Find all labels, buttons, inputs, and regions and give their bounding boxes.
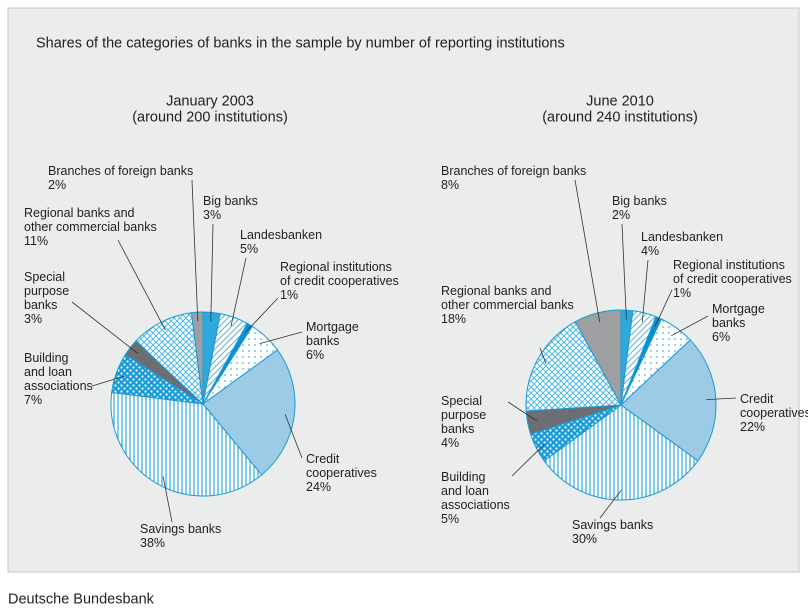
leader-line (507, 401, 538, 422)
chart-subtitle: (around 200 institutions) (132, 110, 288, 126)
leader-line (641, 259, 649, 323)
value-label: 6% (712, 330, 730, 344)
value-label: 38% (140, 536, 165, 550)
leader-line (654, 289, 673, 327)
value-label: 11% (24, 234, 48, 248)
leader-line (71, 301, 138, 354)
slice-label: Big banks (612, 194, 667, 208)
leader-line (511, 443, 546, 477)
source: Deutsche Bundesbank (8, 592, 155, 608)
page-title: Shares of the categories of banks in the… (36, 36, 565, 52)
value-label: 3% (203, 208, 221, 222)
chart-title: June 2010 (586, 94, 654, 110)
slice-label: Savings banks (572, 518, 653, 532)
value-label: 7% (24, 393, 42, 407)
value-label: 30% (572, 532, 597, 546)
chart-subtitle: (around 240 institutions) (542, 110, 698, 126)
pie-slice (543, 404, 699, 501)
chart-title: January 2003 (166, 94, 254, 110)
leader-line (162, 476, 173, 523)
leader-line (539, 347, 547, 364)
slice-label: Branches of foreign banks (441, 164, 586, 178)
leader-line (599, 490, 622, 519)
slice-label: Regional institutions of credit cooperati… (673, 258, 792, 286)
slice-label: Savings banks (140, 522, 221, 536)
leader-line (621, 223, 627, 320)
leader-line (117, 239, 166, 331)
slice-label: Landesbanken (641, 230, 723, 244)
value-label: 5% (240, 242, 258, 256)
value-label: 5% (441, 512, 459, 526)
slice-label: Special purpose banks (24, 270, 69, 312)
pie-slice (525, 321, 622, 412)
value-label: 2% (48, 178, 66, 192)
slice-label: Credit cooperatives (306, 452, 377, 480)
value-label: 4% (641, 244, 659, 258)
leader-line (284, 414, 303, 459)
value-label: 4% (441, 436, 459, 450)
slice-label: Building and loan associations (441, 470, 510, 512)
value-label: 22% (740, 420, 765, 434)
leader-line (191, 179, 199, 322)
slice-label: Special purpose banks (441, 394, 486, 436)
leader-line (230, 257, 247, 327)
leader-line (706, 397, 737, 401)
slice-label: Regional institutions of credit cooperati… (280, 260, 399, 288)
slice-label: Branches of foreign banks (48, 164, 193, 178)
slice-label: Regional banks and other commercial banks (441, 284, 574, 312)
value-label: 1% (280, 288, 298, 302)
leader-line (671, 315, 709, 337)
leader-line (574, 179, 601, 323)
pie-slice (110, 391, 263, 497)
slice-label: Building and loan associations (24, 351, 93, 393)
value-label: 24% (306, 480, 331, 494)
value-label: 1% (673, 286, 691, 300)
slice-label: Landesbanken (240, 228, 322, 242)
slice-label: Credit cooperatives (740, 392, 808, 420)
leader-line (259, 331, 303, 345)
pie-slice (574, 309, 622, 406)
leader-line (91, 375, 126, 387)
slice-label: Big banks (203, 194, 258, 208)
value-label: 3% (24, 312, 42, 326)
value-label: 18% (441, 312, 466, 326)
value-label: 8% (441, 178, 459, 192)
slice-label: Mortgage banks (306, 320, 359, 348)
pie-slice (202, 349, 296, 476)
slice-label: Mortgage banks (712, 302, 765, 330)
slice-label: Regional banks and other commercial banks (24, 206, 157, 234)
value-label: 2% (612, 208, 630, 222)
leader-line (210, 223, 214, 322)
leader-line (244, 297, 279, 334)
value-label: 6% (306, 348, 324, 362)
